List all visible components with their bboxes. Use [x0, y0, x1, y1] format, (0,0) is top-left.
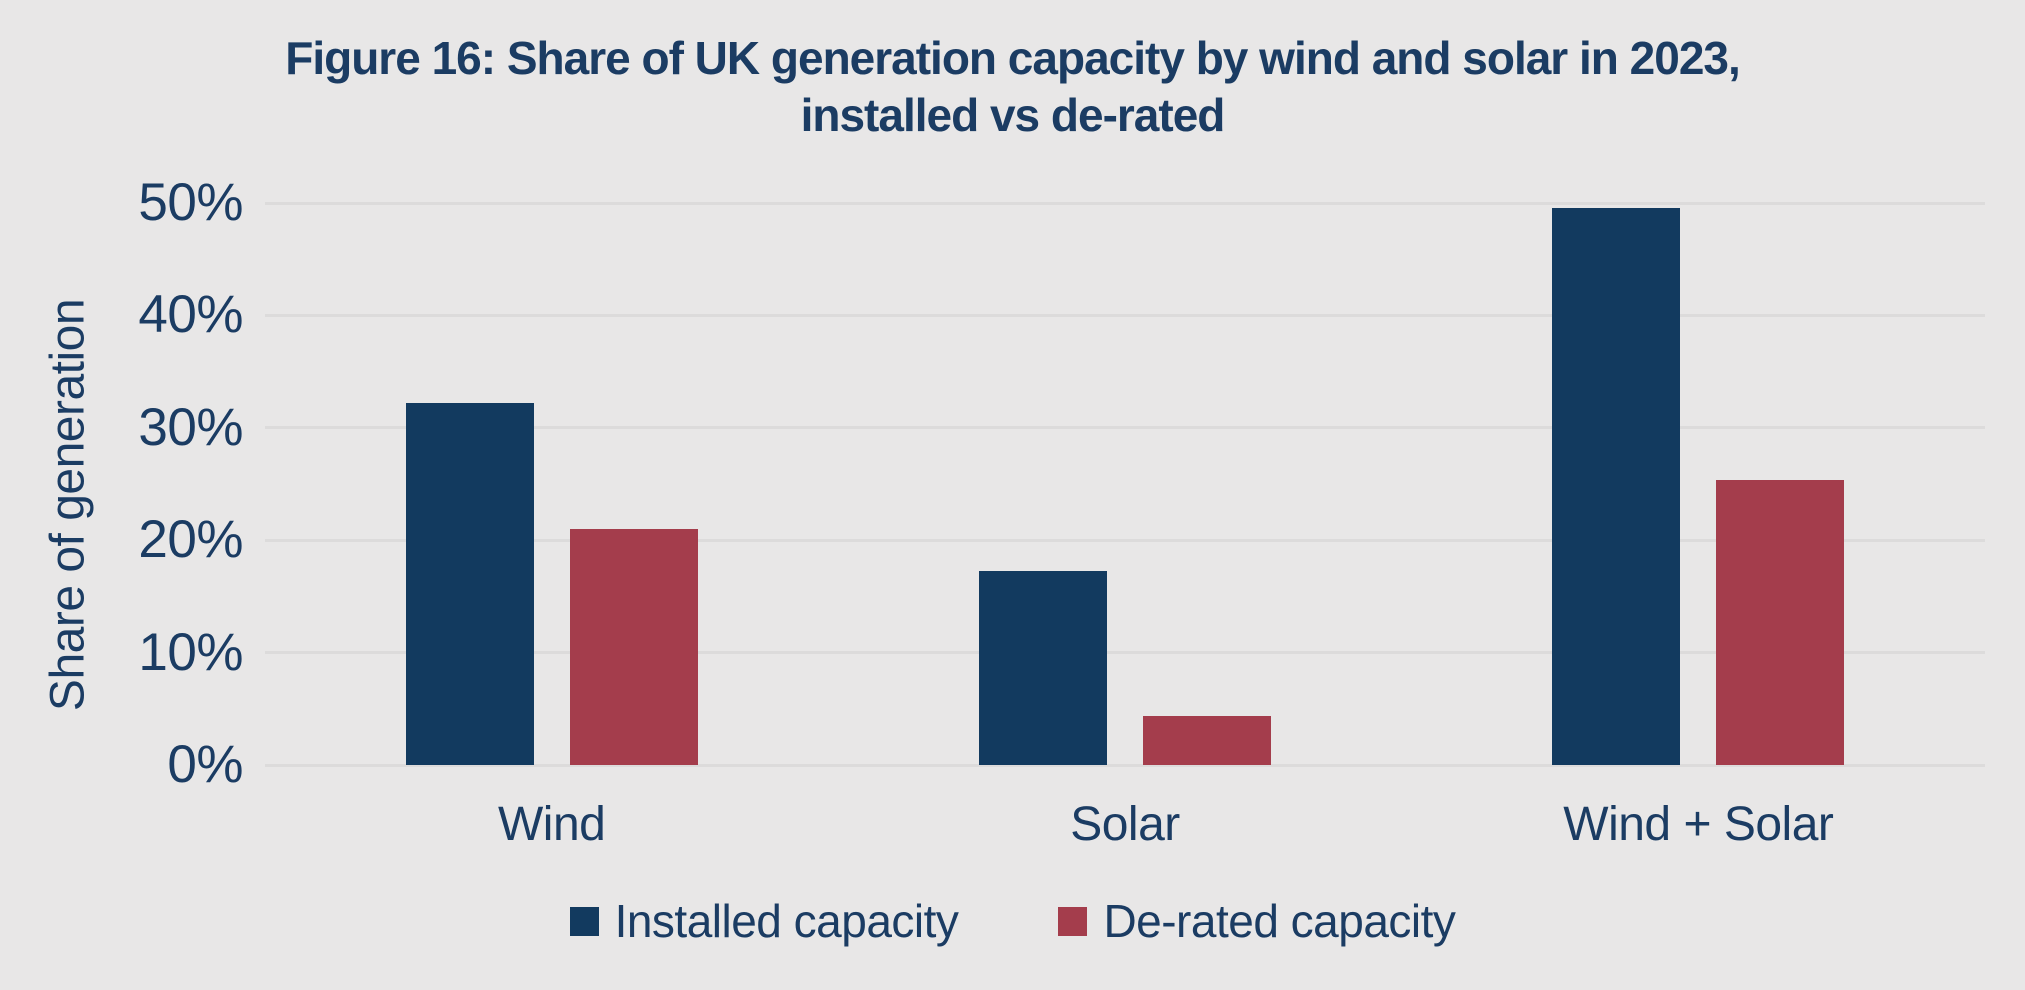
legend-item-installed-capacity: Installed capacity: [569, 893, 959, 949]
legend-swatch-de-rated-capacity: [1058, 906, 1088, 936]
chart-title-line2: installed vs de-rated: [800, 89, 1226, 141]
legend-label-de-rated-capacity: De-rated capacity: [1103, 895, 1456, 947]
legend-swatch-installed-capacity: [569, 906, 599, 936]
legend: Installed capacity De-rated capacity: [0, 893, 2025, 949]
bar-solar-de-rated-capacity: [1143, 715, 1271, 765]
bar-wind-solar-de-rated-capacity: [1716, 479, 1845, 765]
x-axis-label-solar: Solar: [1070, 798, 1180, 851]
chart-title-line1: Figure 16: Share of UK generation capaci…: [285, 32, 1741, 84]
bar-wind-solar-installed-capacity: [1552, 207, 1681, 765]
gridline-30: [265, 426, 1985, 430]
chart-title: Figure 16: Share of UK generation capaci…: [0, 30, 2025, 144]
gridline-0: [265, 763, 1985, 767]
x-axis-label-wind: Wind: [497, 798, 606, 851]
x-axis-label-wind-solar: Wind + Solar: [1563, 798, 1834, 851]
gridline-40: [265, 313, 1985, 317]
legend-item-de-rated-capacity: De-rated capacity: [1058, 893, 1456, 949]
y-tick-label-10: 10%: [138, 622, 243, 682]
gridline-50: [265, 201, 1985, 205]
legend-label-installed-capacity: Installed capacity: [614, 895, 959, 947]
gridline-10: [265, 651, 1985, 655]
y-tick-label-0: 0%: [167, 735, 243, 794]
y-tick-label-50: 50%: [138, 173, 243, 232]
gridline-20: [265, 538, 1985, 542]
y-tick-label-20: 20%: [138, 510, 243, 570]
y-tick-label-40: 40%: [138, 285, 243, 345]
plot-area: 0% 10% 20% 30% 40% 50% Wind Solar Wind + Solar: [138, 175, 1985, 851]
bar-wind-de-rated-capacity: [569, 528, 698, 765]
bar-solar-installed-capacity: [979, 570, 1107, 765]
y-tick-label-30: 30%: [138, 397, 243, 457]
bar-wind-installed-capacity: [405, 403, 534, 765]
